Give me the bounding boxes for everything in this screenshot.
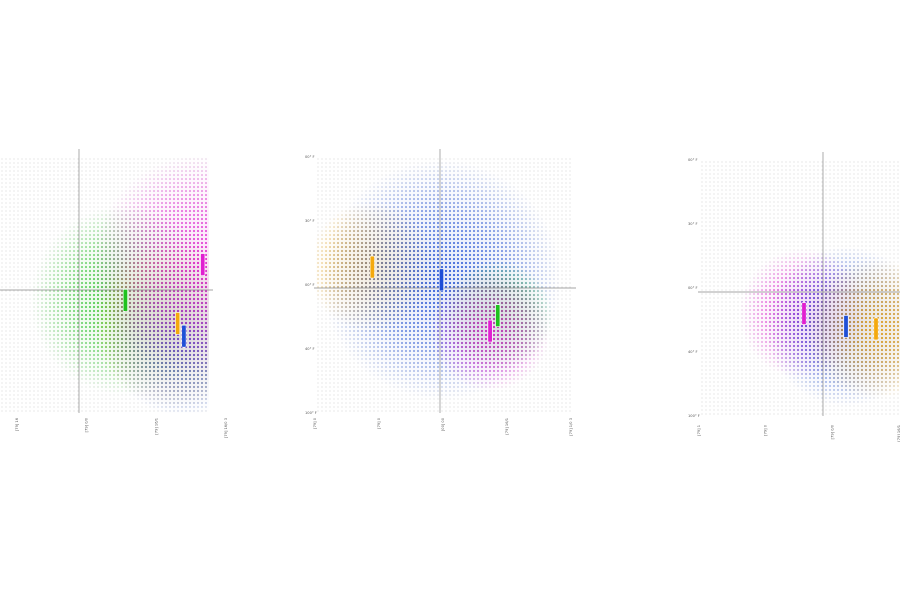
x-tick-label: [00] 00 — [441, 417, 445, 431]
marker-orange — [175, 312, 181, 335]
x-tick-label: [79] 0/0 — [830, 424, 834, 439]
marker-orange — [873, 317, 879, 341]
x-tick-label: [79] 16/1 — [505, 418, 509, 435]
x-tick-label: [79] 16 — [15, 417, 19, 431]
marker-blue — [843, 315, 849, 338]
y-tick-label: 30° F — [305, 219, 315, 223]
marker-blue — [181, 324, 187, 348]
marker-green — [495, 304, 501, 328]
x-tick-label: [79] 16/1 — [897, 425, 900, 442]
density-blob-orange — [700, 160, 900, 416]
y-tick-label: 40° F — [305, 347, 315, 351]
y-tick-label: 00° F — [688, 158, 698, 162]
x-tick-label: [79] 0/0 — [85, 417, 89, 432]
x-tick-label: [79] 0 — [764, 424, 768, 436]
y-tick-label: 40° F — [688, 350, 698, 354]
marker-green — [122, 289, 128, 312]
x-tick-label: [79] 16/1 — [154, 418, 158, 435]
density-blob-magenta — [0, 157, 209, 413]
marker-orange — [369, 255, 375, 279]
chart-panel-3: [79] 1 [79] 0 [79] 0/0 [79] 16/1 00° F 30° F 0… — [688, 152, 900, 442]
x-tick-label: [79] 1/0 3 — [569, 418, 573, 436]
marker-blue — [438, 268, 444, 292]
x-tick-label: [79] 1 — [697, 425, 701, 436]
y-tick-label: 100° F — [305, 411, 317, 415]
marker-magenta — [200, 253, 206, 276]
marker-magenta — [801, 302, 807, 325]
y-tick-label: 30° F — [688, 222, 698, 226]
x-tick-label: [79] 0 — [313, 417, 317, 429]
x-tick-label: [79] 0 — [377, 417, 381, 429]
marker-magenta — [487, 319, 493, 343]
y-tick-label: 00° F — [305, 283, 315, 287]
chart-panel-1: [79] 16 [79] 0/0 [79] 16/1 [79] 16/0 3 — [0, 149, 228, 438]
x-tick-label: [79] 16/0 3 — [224, 418, 228, 438]
y-tick-label: 00° F — [688, 286, 698, 290]
density-blob-magenta — [316, 157, 572, 413]
y-tick-label: 00° F — [305, 155, 315, 159]
y-tick-label: 100° F — [688, 414, 700, 418]
chart-panel-2: [79] 0 [79] 0 [00] 00 [79] 16/1 [79] 1/0 3 00… — [305, 149, 576, 436]
